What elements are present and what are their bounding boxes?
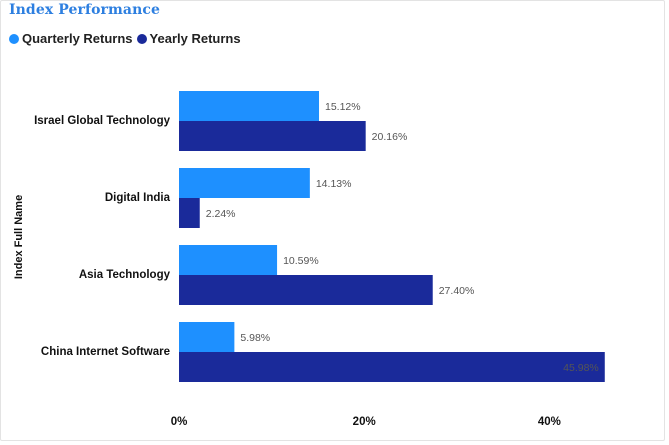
legend-swatch-yearly [136,33,147,44]
yearly-returns-bar[interactable] [179,352,605,382]
data-label: 14.13% [316,178,352,190]
quarterly-returns-bar[interactable] [179,91,320,121]
data-label: 27.40% [439,285,475,297]
data-label: 2.24% [206,208,236,220]
quarterly-returns-bar[interactable] [179,322,235,352]
y-axis-title: Index Full Name [13,195,25,279]
x-tick-label: 0% [171,416,188,428]
data-label: 10.59% [283,255,319,267]
yearly-returns-bar[interactable] [179,198,200,228]
yearly-returns-bar[interactable] [179,121,366,151]
x-tick-label: 20% [353,416,376,428]
legend-swatch-quarterly [9,33,19,44]
legend-label-yearly: Yearly Returns [149,31,241,46]
category-label: China Internet Software [41,346,170,358]
yearly-returns-bar[interactable] [179,275,433,305]
data-label: 20.16% [372,131,408,143]
chart-legend: Quarterly Returns Yearly Returns [9,31,245,46]
category-label: Digital India [105,192,171,204]
quarterly-returns-bar[interactable] [179,245,278,275]
data-label: 15.12% [325,101,361,113]
legend-label-quarterly: Quarterly Returns [22,31,133,46]
data-label: 45.98% [563,362,599,374]
category-label: Israel Global Technology [34,115,171,127]
data-label: 5.98% [240,332,270,344]
category-label: Asia Technology [79,269,171,281]
chart-title: Index Performance [9,2,161,18]
x-tick-label: 40% [538,416,561,428]
quarterly-returns-bar[interactable] [179,168,310,198]
legend-item-quarterly[interactable]: Quarterly Returns [9,31,133,46]
legend-item-yearly[interactable]: Yearly Returns [136,31,241,46]
